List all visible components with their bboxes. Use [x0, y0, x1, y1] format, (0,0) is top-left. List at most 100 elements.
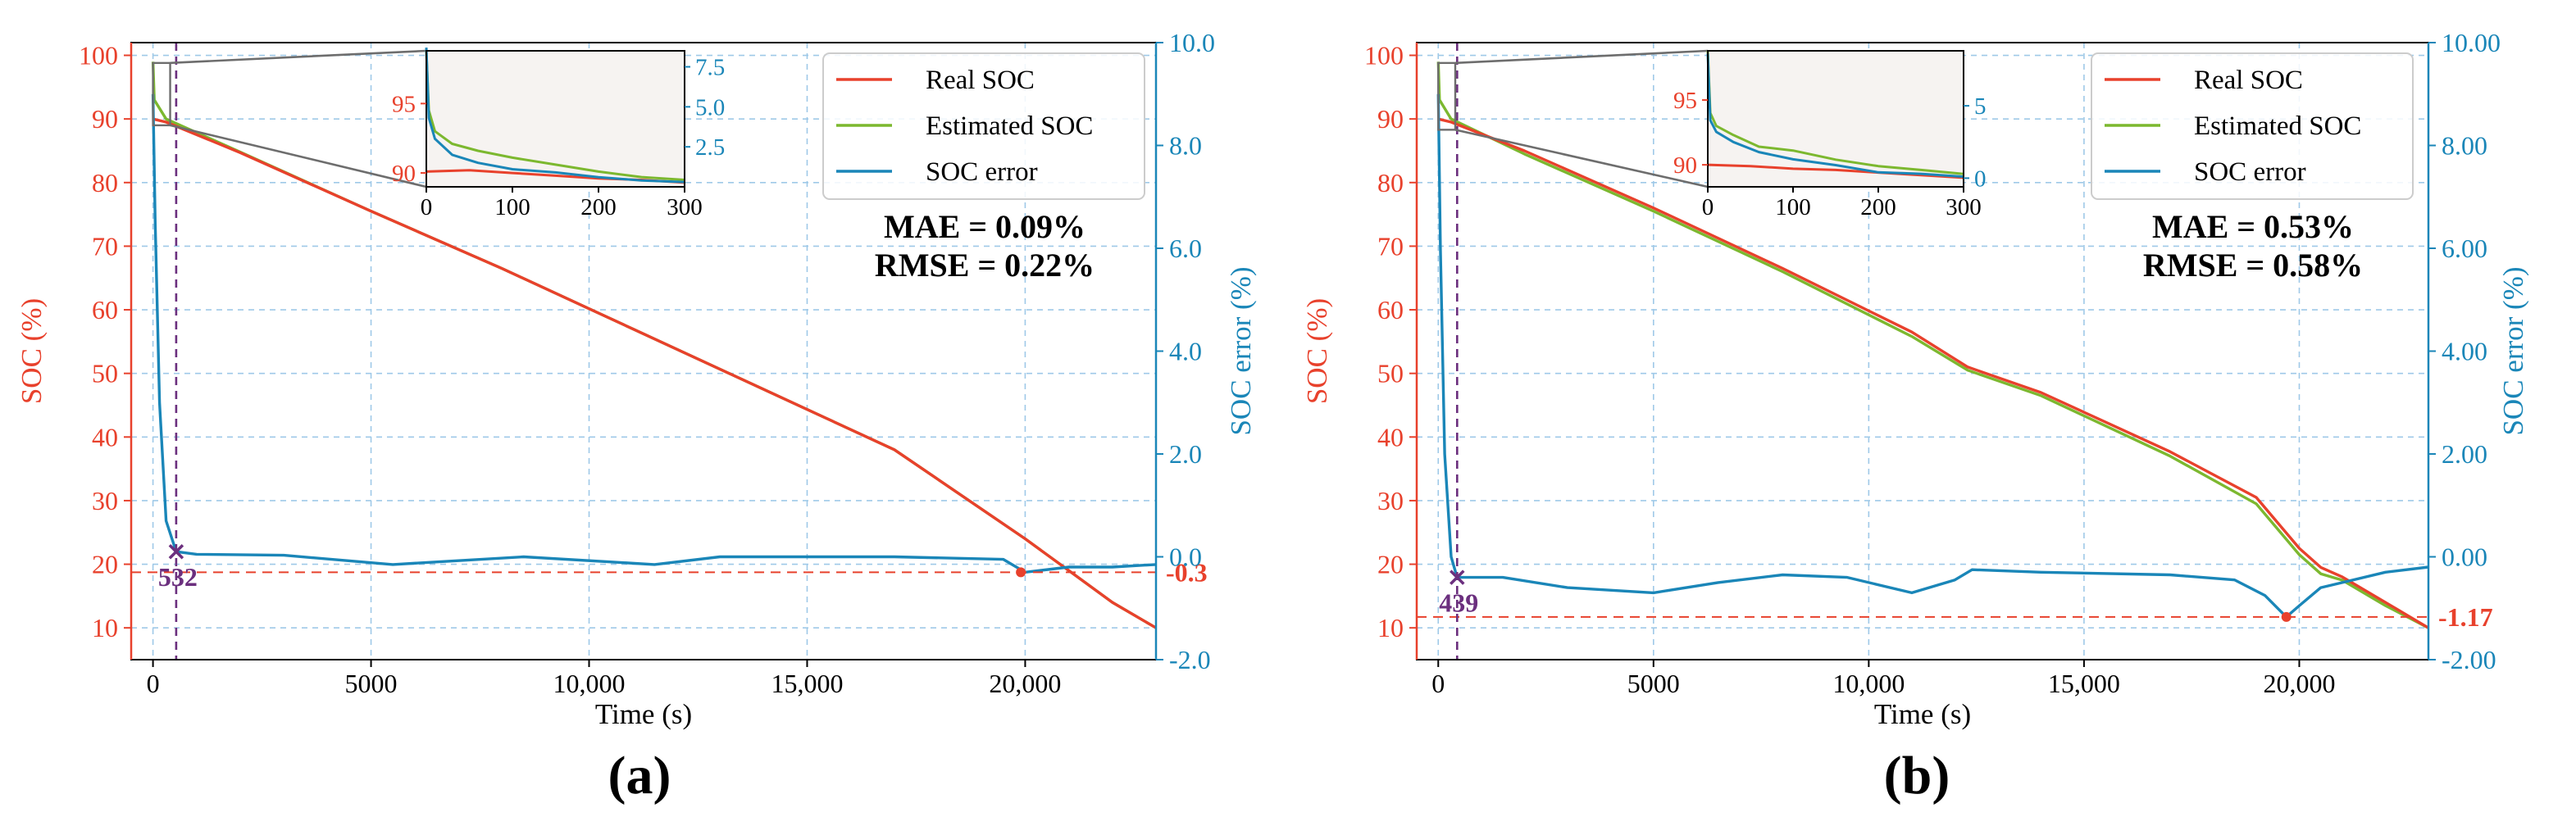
inset-y-right-tick-label: 0 — [1974, 166, 1987, 192]
convergence-label: 439 — [1439, 588, 1478, 618]
y-left-tick-label: 70 — [92, 231, 118, 261]
x-tick-label: 20,000 — [2263, 669, 2335, 698]
inset-x-tick-label: 200 — [1860, 194, 1896, 220]
y-left-tick-label: 60 — [1377, 295, 1404, 324]
inset-x-tick-label: 200 — [580, 194, 617, 220]
y-left-tick-label: 30 — [92, 486, 118, 515]
y-left-tick-label: 20 — [1377, 550, 1404, 579]
y-right-tick-label: 2.0 — [1169, 439, 1202, 469]
y-left-tick-label: 50 — [92, 359, 118, 388]
convergence-label: 532 — [158, 562, 198, 592]
legend-box — [822, 52, 1145, 200]
x-tick-label: 0 — [1431, 669, 1445, 698]
inset: 0 100 200 300 90 95 0 5 — [1673, 50, 1987, 220]
y-right-tick-label: 8.0 — [1169, 131, 1202, 161]
legend-label: SOC error — [926, 157, 1038, 187]
legend-box — [2091, 52, 2414, 200]
y-left-tick-label: 50 — [1377, 359, 1404, 388]
inset-x-tick-label: 300 — [667, 194, 703, 220]
inset-frame — [1707, 50, 1964, 188]
legend-label: Estimated SOC — [2194, 111, 2361, 141]
y-left-tick-label: 10 — [92, 613, 118, 642]
min-error-point — [2281, 611, 2292, 622]
inset-x-tick-label: 0 — [1702, 194, 1714, 220]
legend-label: Estimated SOC — [926, 111, 1093, 141]
x-axis-label: Time (s) — [1874, 698, 1971, 730]
series-real-soc — [1437, 117, 2429, 629]
y-right-tick-label: 6.0 — [1169, 234, 1202, 263]
series-soc-error — [151, 93, 1157, 574]
y-right-tick-label: -2.00 — [2442, 645, 2496, 674]
inset-x-tick-label: 0 — [421, 194, 433, 220]
y-left-tick-label: 60 — [92, 295, 118, 324]
legend: Real SOC Estimated SOC SOC error — [2091, 52, 2414, 200]
zoom-connector — [170, 49, 427, 65]
inset-series-real-soc — [1707, 163, 1964, 179]
y-left-tick-label: 70 — [1377, 231, 1404, 261]
panel-label: (b) — [1884, 746, 1950, 806]
y-right-tick-label: 10.00 — [2442, 28, 2501, 57]
series-real-soc — [152, 117, 1157, 629]
y-left-tick-label: 30 — [1377, 486, 1404, 515]
y-left-tick-label: 90 — [1377, 104, 1404, 134]
y-right-axis-label: SOC error (%) — [2497, 266, 2529, 435]
inset-series-estimated-soc — [1706, 50, 1964, 175]
inset-x-tick-label: 100 — [1775, 194, 1811, 220]
x-tick-label: 15,000 — [771, 669, 843, 698]
y-right-tick-label: 6.00 — [2442, 234, 2487, 263]
y-right-tick-label: 2.00 — [2442, 439, 2487, 469]
min-error-label: -0.3 — [1166, 557, 1208, 587]
y-left-tick-label: 80 — [92, 168, 118, 197]
zoom-connector — [170, 124, 427, 188]
zoom-connector — [1454, 49, 1709, 65]
y-left-tick-label: 80 — [1377, 168, 1404, 197]
min-error-label: -1.17 — [2438, 602, 2493, 632]
zoom-connector — [1454, 129, 1709, 188]
inset-y-right-tick-label: 5.0 — [695, 94, 725, 120]
rmse-text: RMSE = 0.22% — [875, 247, 1095, 284]
inset-y-left-tick-label: 90 — [1673, 152, 1697, 179]
inset-y-left-tick-label: 90 — [392, 161, 416, 187]
y-left-tick-label: 10 — [1377, 613, 1404, 642]
y-right-tick-label: -2.0 — [1169, 645, 1211, 674]
inset-frame — [426, 50, 685, 188]
y-left-axis-label: SOC (%) — [16, 298, 48, 404]
rmse-text: RMSE = 0.58% — [2143, 247, 2363, 284]
convergence-point — [1450, 570, 1465, 585]
legend-label: Real SOC — [926, 66, 1035, 95]
y-right-tick-label: 10.0 — [1169, 28, 1215, 57]
y-left-tick-label: 40 — [92, 422, 118, 452]
zoom-region — [1437, 61, 1457, 131]
panel-a: -0.3 532 0 5000 10,000 15,000 20,000 Time (s) 10… — [16, 28, 1257, 806]
inset-series-soc-error — [1706, 53, 1964, 179]
min-error-point — [1016, 567, 1026, 578]
legend-label: Real SOC — [2194, 66, 2303, 95]
y-left-tick-label: 100 — [1364, 41, 1404, 70]
y-right-tick-label: 0.00 — [2442, 542, 2487, 572]
inset-y-left-tick-label: 95 — [392, 91, 416, 117]
inset-series-estimated-soc — [425, 50, 685, 181]
x-axis-label: Time (s) — [595, 698, 692, 730]
mae-text: MAE = 0.53% — [2152, 208, 2354, 245]
x-tick-label: 0 — [147, 669, 160, 698]
y-left-tick-label: 20 — [92, 550, 118, 579]
y-left-axis-label: SOC (%) — [1301, 298, 1333, 404]
inset-y-right-tick-label: 7.5 — [695, 55, 725, 81]
legend-label: SOC error — [2194, 157, 2306, 187]
x-tick-label: 5000 — [345, 669, 398, 698]
y-right-tick-label: 4.0 — [1169, 337, 1202, 366]
panel-label: (a) — [608, 746, 671, 806]
inset-series-soc-error — [425, 48, 685, 184]
inset-background — [426, 51, 685, 187]
y-left-tick-label: 40 — [1377, 422, 1404, 452]
x-tick-label: 10,000 — [553, 669, 626, 698]
mae-text: MAE = 0.09% — [884, 208, 1085, 245]
y-right-axis-label: SOC error (%) — [1225, 266, 1257, 435]
x-tick-label: 10,000 — [1832, 669, 1905, 698]
inset-x-tick-label: 300 — [1946, 194, 1982, 220]
inset-y-right-tick-label: 5 — [1974, 93, 1987, 120]
x-tick-label: 20,000 — [989, 669, 1061, 698]
y-right-tick-label: 4.00 — [2442, 337, 2487, 366]
